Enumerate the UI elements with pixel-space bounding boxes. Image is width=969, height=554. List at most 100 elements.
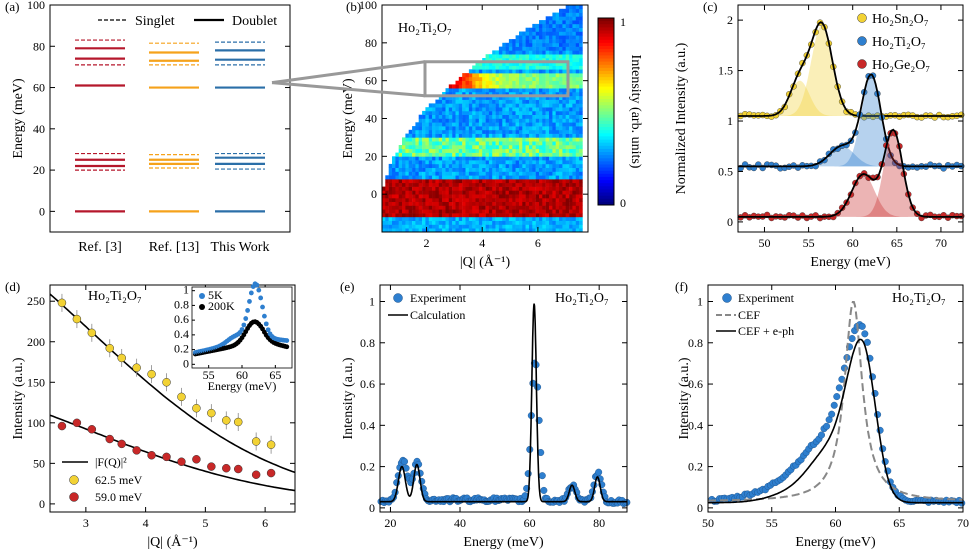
b-heatmap-cell [475, 137, 480, 142]
b-colorbar-segment [598, 108, 614, 112]
b-heatmap-cell [579, 35, 583, 40]
b-heatmap-cell [442, 156, 446, 161]
b-heatmap-cell [559, 80, 563, 85]
b-heatmap-cell [542, 118, 546, 123]
b-heatmap-cell [465, 160, 470, 165]
e-point [595, 468, 603, 476]
b-heatmap-cell [472, 126, 476, 131]
b-heatmap-cell [488, 228, 493, 233]
b-heatmap-cell [465, 194, 470, 199]
b-heatmap-cell [498, 224, 503, 229]
b-heatmap-cell [569, 167, 573, 172]
b-heatmap-cell [462, 122, 466, 127]
b-colorbar-segment [598, 42, 614, 47]
b-heatmap-cell [522, 197, 526, 202]
b-heatmap-cell [502, 148, 506, 153]
b-heatmap-cell [539, 126, 543, 131]
b-heatmap-cell [552, 39, 556, 44]
b-heatmap-cell [522, 156, 526, 161]
b-heatmap-cell [519, 39, 523, 44]
b-heatmap-cell [545, 88, 550, 93]
b-heatmap-cell [539, 88, 543, 93]
b-heatmap-cell [512, 224, 516, 229]
b-heatmap-cell [539, 171, 543, 176]
b-heatmap-cell [488, 54, 493, 59]
f-cef-line [708, 301, 963, 502]
d-inset-ytick-label: 0 [183, 356, 189, 370]
b-heatmap-cell [382, 224, 386, 229]
b-heatmap-cell [415, 197, 419, 202]
b-heatmap-cell [438, 179, 443, 184]
b-heatmap-cell [552, 137, 556, 142]
b-heatmap-cell [539, 54, 543, 59]
b-heatmap-cell [498, 133, 503, 138]
b-heatmap-cell [422, 126, 426, 131]
b-heatmap-cell [549, 65, 553, 70]
b-heatmap-cell [532, 110, 536, 115]
b-heatmap-cell [428, 213, 433, 218]
b-heatmap-cell [498, 197, 503, 202]
b-heatmap-cell [542, 205, 546, 210]
b-heatmap-cell [472, 99, 476, 104]
b-heatmap-cell [529, 133, 533, 138]
b-heatmap-cell [435, 182, 439, 187]
b-heatmap-cell [569, 145, 573, 150]
b-heatmap-cell [445, 107, 450, 112]
b-heatmap-cell [468, 205, 473, 210]
b-heatmap-cell [462, 167, 466, 172]
b-heatmap-cell [455, 190, 460, 195]
b-heatmap-cell [395, 220, 399, 225]
b-colorbar-segment [598, 183, 614, 187]
b-heatmap-cell [508, 175, 513, 180]
b-heatmap-cell [515, 179, 520, 184]
b-heatmap-cell [522, 141, 526, 146]
b-heatmap-cell [428, 145, 433, 150]
b-heatmap-cell [572, 92, 576, 97]
b-heatmap-cell [555, 220, 560, 225]
b-heatmap-cell [425, 197, 429, 202]
b-heatmap-cell [472, 156, 476, 161]
b-heatmap-cell [418, 129, 423, 134]
b-heatmap-cell [405, 156, 409, 161]
b-heatmap-cell [478, 88, 483, 93]
b-heatmap-cell [385, 201, 389, 206]
b-heatmap-cell [525, 31, 530, 36]
b-heatmap-cell [575, 190, 580, 195]
b-heatmap-cell [448, 228, 453, 233]
b-heatmap-cell [508, 201, 513, 206]
b-heatmap-cell [412, 190, 416, 195]
b-heatmap-cell [485, 216, 490, 221]
b-heatmap-cell [555, 27, 560, 32]
b-heatmap-cell [508, 42, 513, 47]
b-heatmap-cell [559, 152, 563, 157]
b-heatmap-cell [485, 103, 490, 108]
b-heatmap-cell [455, 103, 460, 108]
b-heatmap-cell [569, 84, 573, 89]
b-heatmap-cell [505, 163, 510, 168]
b-heatmap-cell [472, 186, 476, 191]
b-heatmap-cell [505, 156, 510, 161]
b-heatmap-cell [529, 61, 533, 66]
b-heatmap-cell [385, 197, 389, 202]
b-heatmap-cell [392, 182, 396, 187]
b-heatmap-cell [475, 209, 480, 214]
b-heatmap-cell [422, 122, 426, 127]
b-heatmap-cell [532, 46, 536, 51]
b-heatmap-cell [462, 73, 466, 78]
b-heatmap-cell [448, 141, 453, 146]
b-heatmap-cell [532, 107, 536, 112]
b-heatmap-cell [512, 152, 516, 157]
b-heatmap-cell [465, 99, 470, 104]
b-heatmap-cell [535, 205, 540, 210]
b-heatmap-cell [488, 114, 493, 119]
b-heatmap-cell [432, 190, 436, 195]
b-heatmap-cell [535, 42, 540, 47]
b-heatmap-cell [575, 110, 580, 115]
b-heatmap-cell [532, 160, 536, 165]
b-heatmap-cell [448, 190, 453, 195]
b-heatmap-cell [482, 80, 486, 85]
b-heatmap-cell [445, 179, 450, 184]
b-heatmap-cell [498, 129, 503, 134]
b-heatmap-cell [448, 84, 453, 89]
b-heatmap-cell [438, 107, 443, 112]
